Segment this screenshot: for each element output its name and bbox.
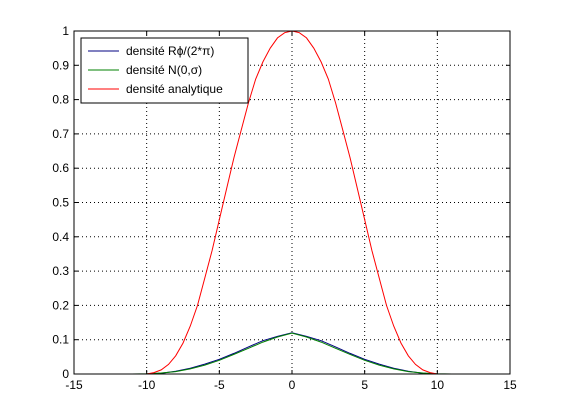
y-tick-label: 0.9	[52, 58, 69, 72]
legend[interactable]: densité Rϕ/(2*π) densité N(0,σ) densité an…	[80, 37, 249, 104]
x-tick-label: -15	[65, 378, 83, 392]
x-tick-label: 5	[361, 378, 368, 392]
y-tick-label: 0.3	[52, 264, 69, 278]
legend-label-0: densité Rϕ/(2*π)	[126, 44, 214, 58]
y-tick-label: 0.8	[52, 93, 69, 107]
x-tick-label: 10	[431, 378, 445, 392]
x-tick-label: -5	[214, 378, 225, 392]
x-tick-label: 15	[503, 378, 517, 392]
y-tick-label: 0.6	[52, 161, 69, 175]
ticks	[73, 30, 511, 375]
y-tick-label: 0.4	[52, 230, 69, 244]
legend-label-1: densité N(0,σ)	[126, 63, 202, 77]
y-tick-label: 0	[62, 367, 69, 381]
y-tick-label: 1	[62, 24, 69, 38]
series-line-1	[117, 332, 467, 375]
legend-label-2: densité analytique	[126, 82, 223, 96]
y-tick-label: 0.1	[52, 333, 69, 347]
y-tick-label: 0.2	[52, 298, 69, 312]
y-tick-label: 0.5	[52, 196, 69, 210]
x-tick-label: -10	[138, 378, 156, 392]
tick-labels: -15 -10 -5 0 5 10 15 0 0.1 0.2 0.3 0.4 0.5 0.6 0.7 0.8 0…	[52, 24, 517, 392]
y-tick-label: 0.7	[52, 127, 69, 141]
x-tick-label: 0	[289, 378, 296, 392]
